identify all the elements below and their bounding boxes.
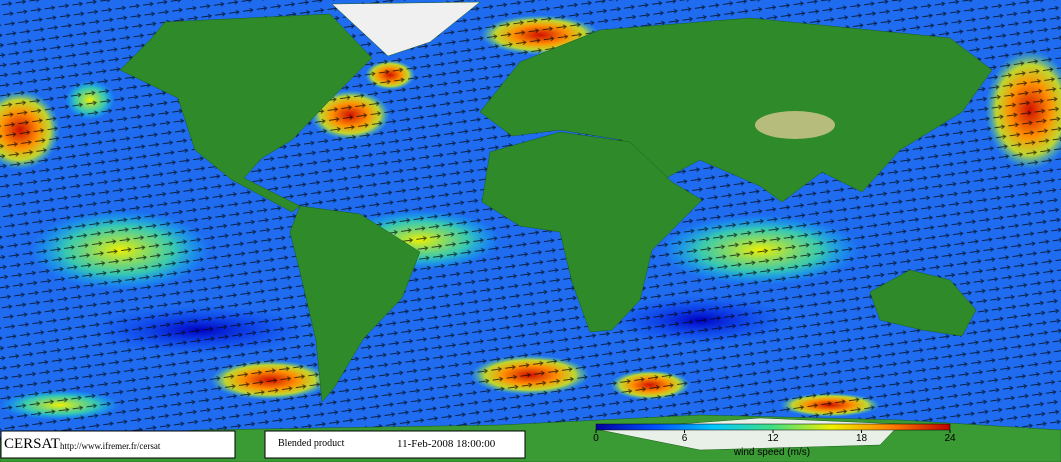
colorbar-tick-label: 0 [593,433,599,444]
colorbar-tick-label: 12 [767,433,779,444]
logo: CERSAT [4,436,60,452]
colorbar-ramp [595,423,951,431]
date: 11-Feb-2008 18:00:00 [397,438,496,450]
product: Blended product [278,438,345,449]
url: http://www.ifremer.fr/cersat [60,441,161,451]
info-box [264,430,526,459]
colorbar-tick-label: 18 [856,433,868,444]
colorbar: wind speed (m/s) 0 6 12 18 24 [593,423,956,458]
colorbar-tick-label: 24 [944,433,956,444]
plateau [755,111,835,139]
footer: CERSAT http://www.ifremer.fr/cersat Blen… [0,423,956,459]
colorbar-label: wind speed (m/s) [733,447,810,458]
colorbar-tick-label: 6 [682,433,688,444]
logo-box [0,430,236,459]
